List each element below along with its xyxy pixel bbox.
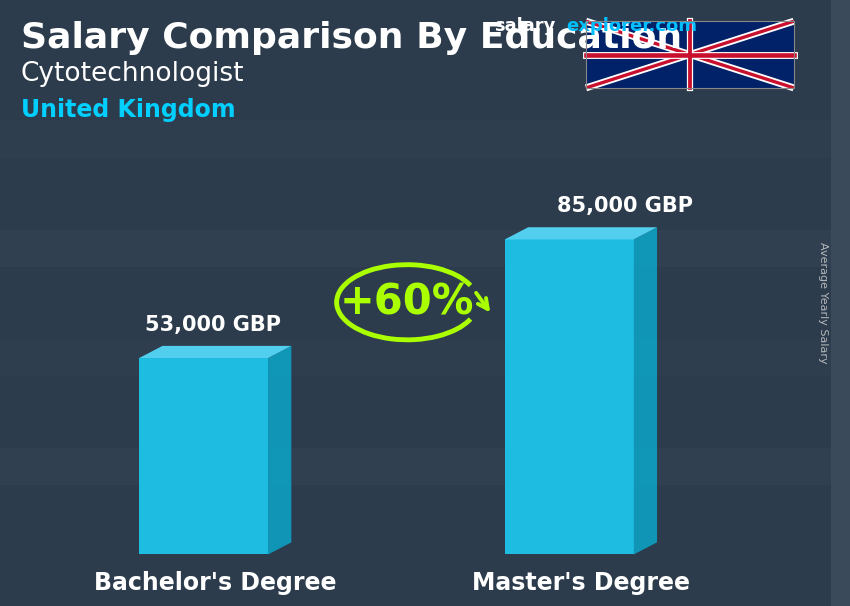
Bar — [0, 448, 831, 485]
Bar — [0, 121, 831, 158]
Polygon shape — [139, 358, 268, 554]
Bar — [586, 21, 794, 88]
Text: explorer.com: explorer.com — [566, 17, 697, 35]
Bar — [586, 21, 794, 88]
Text: Salary Comparison By Education: Salary Comparison By Education — [20, 21, 682, 55]
Text: +60%: +60% — [340, 281, 474, 323]
Bar — [0, 339, 831, 376]
Polygon shape — [505, 239, 634, 554]
Text: 53,000 GBP: 53,000 GBP — [145, 315, 281, 335]
Polygon shape — [505, 227, 657, 239]
Text: Cytotechnologist: Cytotechnologist — [20, 61, 244, 87]
Bar — [0, 230, 831, 267]
Text: Bachelor's Degree: Bachelor's Degree — [94, 571, 337, 595]
Text: Master's Degree: Master's Degree — [472, 571, 690, 595]
Text: 85,000 GBP: 85,000 GBP — [557, 196, 693, 216]
Text: Average Yearly Salary: Average Yearly Salary — [818, 242, 828, 364]
Text: United Kingdom: United Kingdom — [20, 98, 235, 122]
Polygon shape — [139, 346, 292, 358]
Text: salary: salary — [495, 17, 556, 35]
Polygon shape — [268, 346, 292, 554]
Polygon shape — [634, 227, 657, 554]
